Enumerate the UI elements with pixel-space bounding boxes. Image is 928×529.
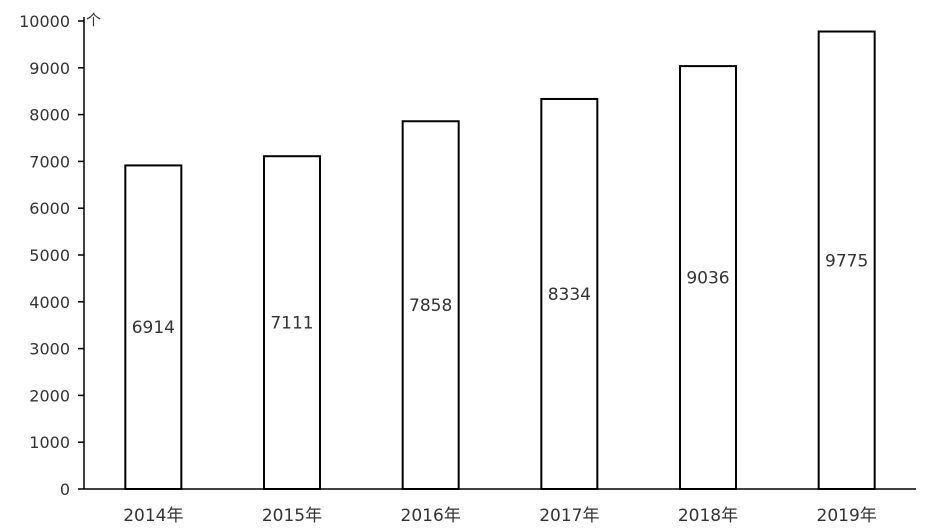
x-tick-label: 2016年: [401, 506, 461, 526]
x-tick-label: 2014年: [123, 506, 183, 526]
y-tick-label: 7000: [29, 152, 70, 171]
y-tick-label: 0: [60, 480, 70, 499]
x-tick-label: 2017年: [539, 506, 599, 526]
y-tick-label: 8000: [29, 106, 70, 125]
bars: [124, 30, 876, 491]
x-tick-label: 2018年: [678, 506, 738, 526]
y-tick-label: 4000: [29, 293, 70, 312]
x-tick-label: 2015年: [262, 506, 322, 526]
bar-2015年: [263, 155, 321, 490]
x-axis: 2014年 2015年 2016年 2017年 2018年 2019年: [84, 488, 916, 526]
data-labels: 6914 7111 7858 8334 9036 9775: [132, 251, 869, 338]
y-tick-label: 6000: [29, 199, 70, 218]
data-label: 6914: [132, 318, 175, 338]
bar-2014年: [124, 164, 183, 490]
bar-2019年: [817, 30, 876, 491]
x-tick-label: 2019年: [817, 506, 877, 526]
bar-2017年: [540, 97, 599, 490]
data-label: 9775: [825, 251, 868, 271]
bar-2016年: [401, 120, 460, 490]
y-tick-label: 9000: [29, 59, 70, 78]
y-axis-unit-label: 个: [86, 11, 101, 29]
y-tick-label: 3000: [29, 340, 70, 359]
bar-2018年: [679, 65, 737, 490]
data-label: 7111: [270, 314, 313, 334]
y-axis: 0 1000 2000 3000 4000 5000 6000 7000 8000 9000 100…: [19, 12, 85, 499]
data-label: 9036: [686, 269, 729, 289]
y-tick-label: 5000: [29, 246, 70, 265]
y-tick-label: 1000: [29, 433, 70, 452]
data-label: 8334: [548, 285, 591, 305]
y-tick-label: 2000: [29, 386, 70, 405]
data-label: 7858: [409, 296, 452, 316]
y-tick-label: 10000: [19, 12, 70, 31]
